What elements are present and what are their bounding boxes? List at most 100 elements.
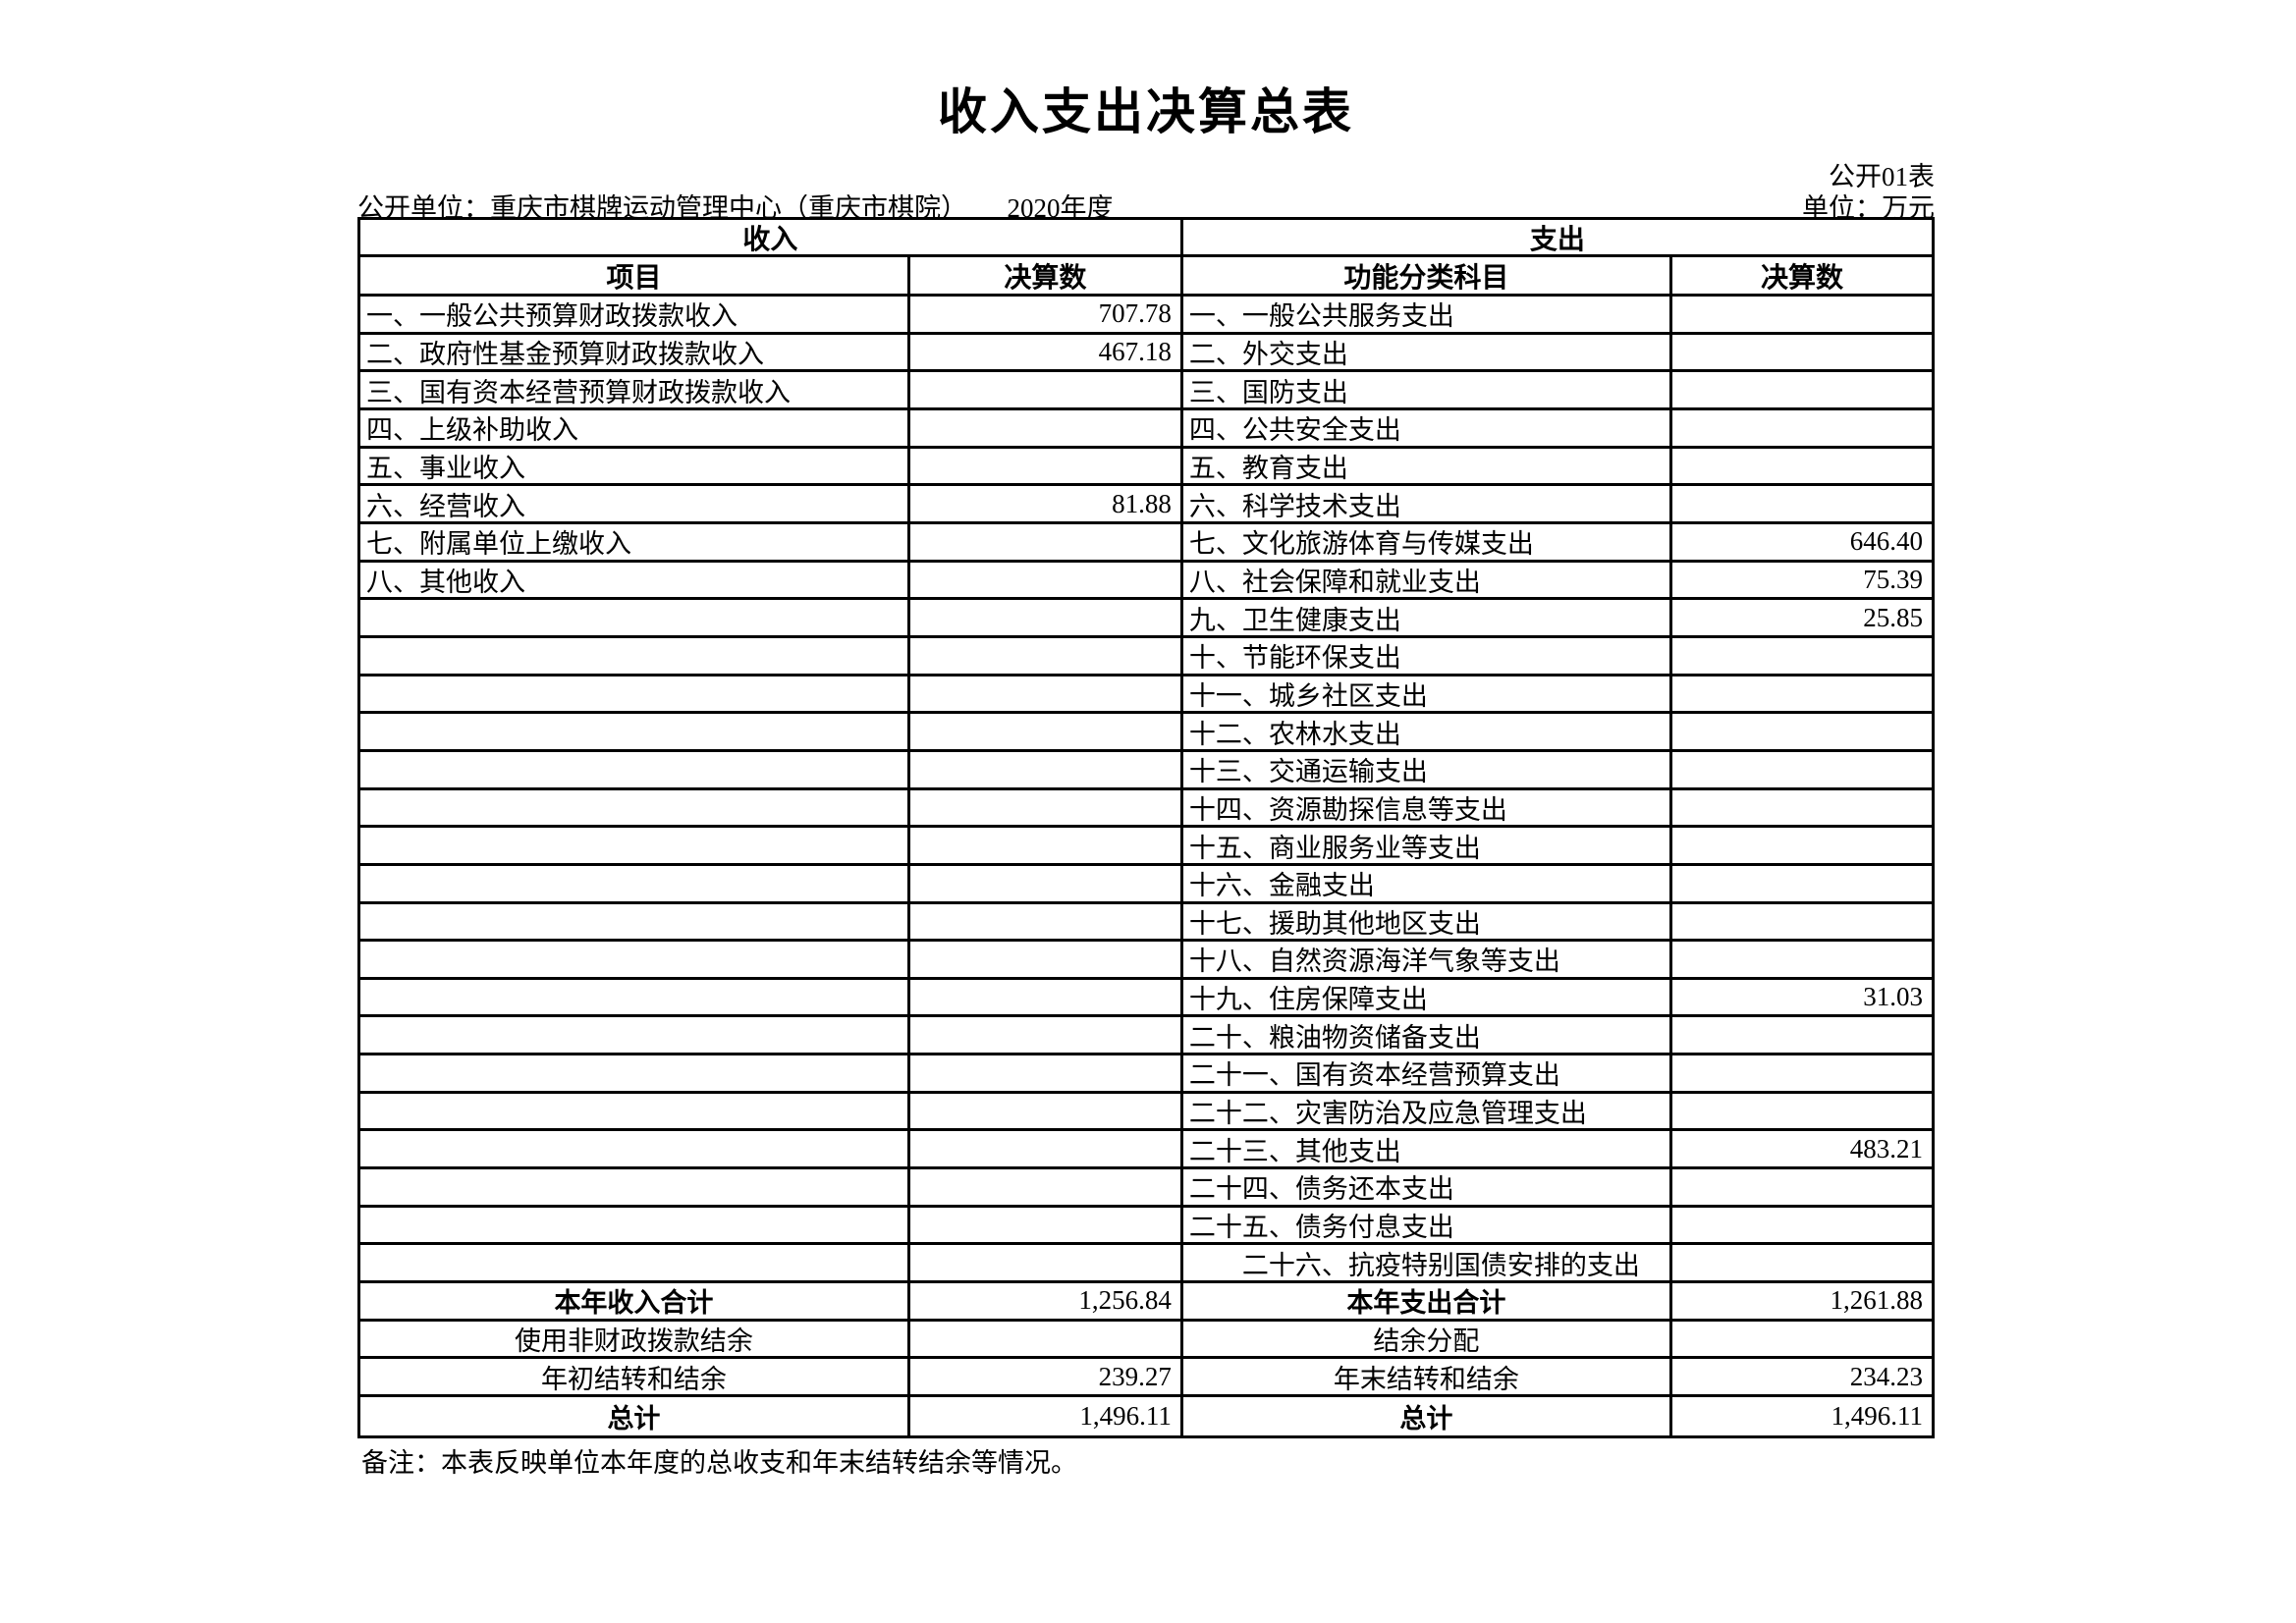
income-item-cell — [360, 751, 910, 787]
table-row: 二十二、灾害防治及应急管理支出 — [360, 1093, 1932, 1132]
expense-amount-cell — [1672, 1245, 1932, 1280]
table-row: 十五、商业服务业等支出 — [360, 828, 1932, 866]
table-row: 二十三、其他支出 483.21 — [360, 1131, 1932, 1170]
table-row: 十一、城乡社区支出 — [360, 676, 1932, 715]
income-item-cell — [360, 828, 910, 863]
expense-item-cell: 二十五、债务付息支出 — [1183, 1207, 1672, 1243]
expense-amount-cell — [1672, 1208, 1932, 1243]
income-amount-cell — [910, 979, 1183, 1015]
income-item-cell — [360, 676, 910, 712]
expense-item-cell: 十九、住房保障支出 — [1183, 979, 1672, 1015]
income-amount-cell — [910, 372, 1183, 407]
expense-amount-cell — [1672, 790, 1932, 826]
table-row: 十八、自然资源海洋气象等支出 — [360, 942, 1932, 980]
expense-item-cell: 一、一般公共服务支出 — [1183, 297, 1672, 332]
income-item-cell — [360, 1055, 910, 1091]
income-item-cell — [360, 1169, 910, 1205]
income-amount-cell — [910, 1093, 1183, 1129]
expense-amount-cell — [1672, 372, 1932, 407]
expense-amount-cell — [1672, 410, 1932, 446]
table-row: 六、经营收入 81.88 六、科学技术支出 — [360, 486, 1932, 524]
expense-section-header: 支出 — [1529, 223, 1585, 254]
expense-amount-cell — [1672, 638, 1932, 674]
income-item-cell — [360, 637, 910, 674]
income-amount-cell — [910, 1207, 1183, 1243]
income-summary-amount-cell — [910, 1321, 1183, 1357]
table-row: 十九、住房保障支出 31.03 — [360, 979, 1932, 1018]
expense-item-header: 功能分类科目 — [1183, 257, 1672, 294]
table-row: 三、国有资本经营预算财政拨款收入 三、国防支出 — [360, 372, 1932, 410]
income-amount-cell — [910, 448, 1183, 484]
expense-summary-amount-cell: 1,261.88 — [1830, 1285, 1923, 1316]
income-amount-cell — [910, 676, 1183, 712]
expense-amount-cell — [1672, 1017, 1932, 1053]
expense-amount-cell — [1672, 449, 1932, 484]
table-row: 二十四、债务还本支出 — [360, 1169, 1932, 1208]
expense-item-cell: 十六、金融支出 — [1183, 865, 1672, 901]
expense-item-cell: 十三、交通运输支出 — [1183, 751, 1672, 787]
expense-amount-cell — [1672, 1094, 1932, 1129]
expense-amount-cell — [1672, 676, 1932, 712]
income-amount-cell — [910, 789, 1183, 826]
table-row: 十、节能环保支出 — [360, 637, 1932, 676]
expense-amount-cell — [1672, 1055, 1932, 1091]
income-amount-header: 决算数 — [910, 257, 1183, 294]
income-item-cell — [360, 789, 910, 826]
income-amount-cell — [910, 903, 1183, 940]
income-amount-cell — [910, 523, 1183, 560]
expense-amount-cell: 75.39 — [1863, 564, 1923, 594]
expense-item-cell: 二十三、其他支出 — [1183, 1131, 1672, 1167]
income-amount-cell — [910, 942, 1183, 977]
expense-item-cell: 十四、资源勘探信息等支出 — [1183, 789, 1672, 826]
table-row: 二十一、国有资本经营预算支出 — [360, 1055, 1932, 1094]
table-row: 十二、农林水支出 — [360, 714, 1932, 752]
income-item-cell: 四、上级补助收入 — [360, 409, 910, 446]
expense-item-cell: 十七、援助其他地区支出 — [1183, 903, 1672, 940]
income-amount-cell — [910, 865, 1183, 901]
income-item-cell — [360, 714, 910, 749]
income-item-header: 项目 — [360, 257, 910, 294]
income-item-cell — [360, 1207, 910, 1243]
income-item-cell — [360, 865, 910, 901]
income-amount-cell: 707.78 — [910, 297, 1183, 332]
expense-item-cell: 二十、粮油物资储备支出 — [1183, 1017, 1672, 1054]
table-row: 二、政府性基金预算财政拨款收入 467.18 二、外交支出 — [360, 334, 1932, 373]
expense-amount-cell — [1672, 942, 1932, 977]
expense-amount-cell — [1672, 828, 1932, 863]
expense-amount-cell: 25.85 — [1863, 602, 1923, 632]
income-item-cell — [360, 600, 910, 635]
note-line: 备注：本表反映单位本年度的总收支和年末结转结余等情况。 — [361, 1448, 1077, 1478]
table-row: 一、一般公共预算财政拨款收入 707.78 一、一般公共服务支出 — [360, 297, 1932, 335]
table-row: 十七、援助其他地区支出 — [360, 903, 1932, 943]
table-footer-row: 本年收入合计 1,256.84 本年支出合计 1,261.88 — [360, 1283, 1932, 1322]
column-header-row: 项目 决算数 功能分类科目 决算数 — [360, 257, 1932, 297]
income-amount-cell: 81.88 — [910, 486, 1183, 521]
income-section-header: 收入 — [360, 220, 1183, 254]
expense-amount-cell — [1672, 486, 1932, 521]
table-row: 七、附属单位上缴收入 七、文化旅游体育与传媒支出 646.40 — [360, 523, 1932, 563]
income-item-cell — [360, 903, 910, 940]
table-row: 十六、金融支出 — [360, 865, 1932, 904]
income-amount-cell — [910, 637, 1183, 674]
table-row: 八、其他收入 八、社会保障和就业支出 75.39 — [360, 562, 1932, 601]
income-item-cell: 七、附属单位上缴收入 — [360, 523, 910, 560]
income-summary-label-cell: 总计 — [360, 1397, 910, 1435]
income-amount-cell — [910, 409, 1183, 446]
income-item-cell: 三、国有资本经营预算财政拨款收入 — [360, 372, 910, 407]
expense-item-cell: 十、节能环保支出 — [1183, 637, 1672, 674]
table-footer-row: 总计 1,496.11 总计 1,496.11 — [360, 1397, 1932, 1435]
expense-item-cell: 八、社会保障和就业支出 — [1183, 562, 1672, 598]
expense-amount-cell: 31.03 — [1863, 982, 1923, 1012]
expense-amount-cell — [1672, 904, 1932, 940]
table-row: 十三、交通运输支出 — [360, 751, 1932, 790]
expense-amount-cell — [1672, 752, 1932, 787]
table-row: 五、事业收入 五、教育支出 — [360, 448, 1932, 487]
expense-amount-cell — [1672, 335, 1932, 370]
income-amount-cell: 467.18 — [910, 334, 1183, 370]
expense-item-cell: 十一、城乡社区支出 — [1183, 676, 1672, 712]
income-item-cell: 五、事业收入 — [360, 448, 910, 484]
table-row: 九、卫生健康支出 25.85 — [360, 600, 1932, 638]
income-amount-cell — [910, 562, 1183, 598]
income-summary-label-cell: 本年收入合计 — [360, 1283, 910, 1319]
